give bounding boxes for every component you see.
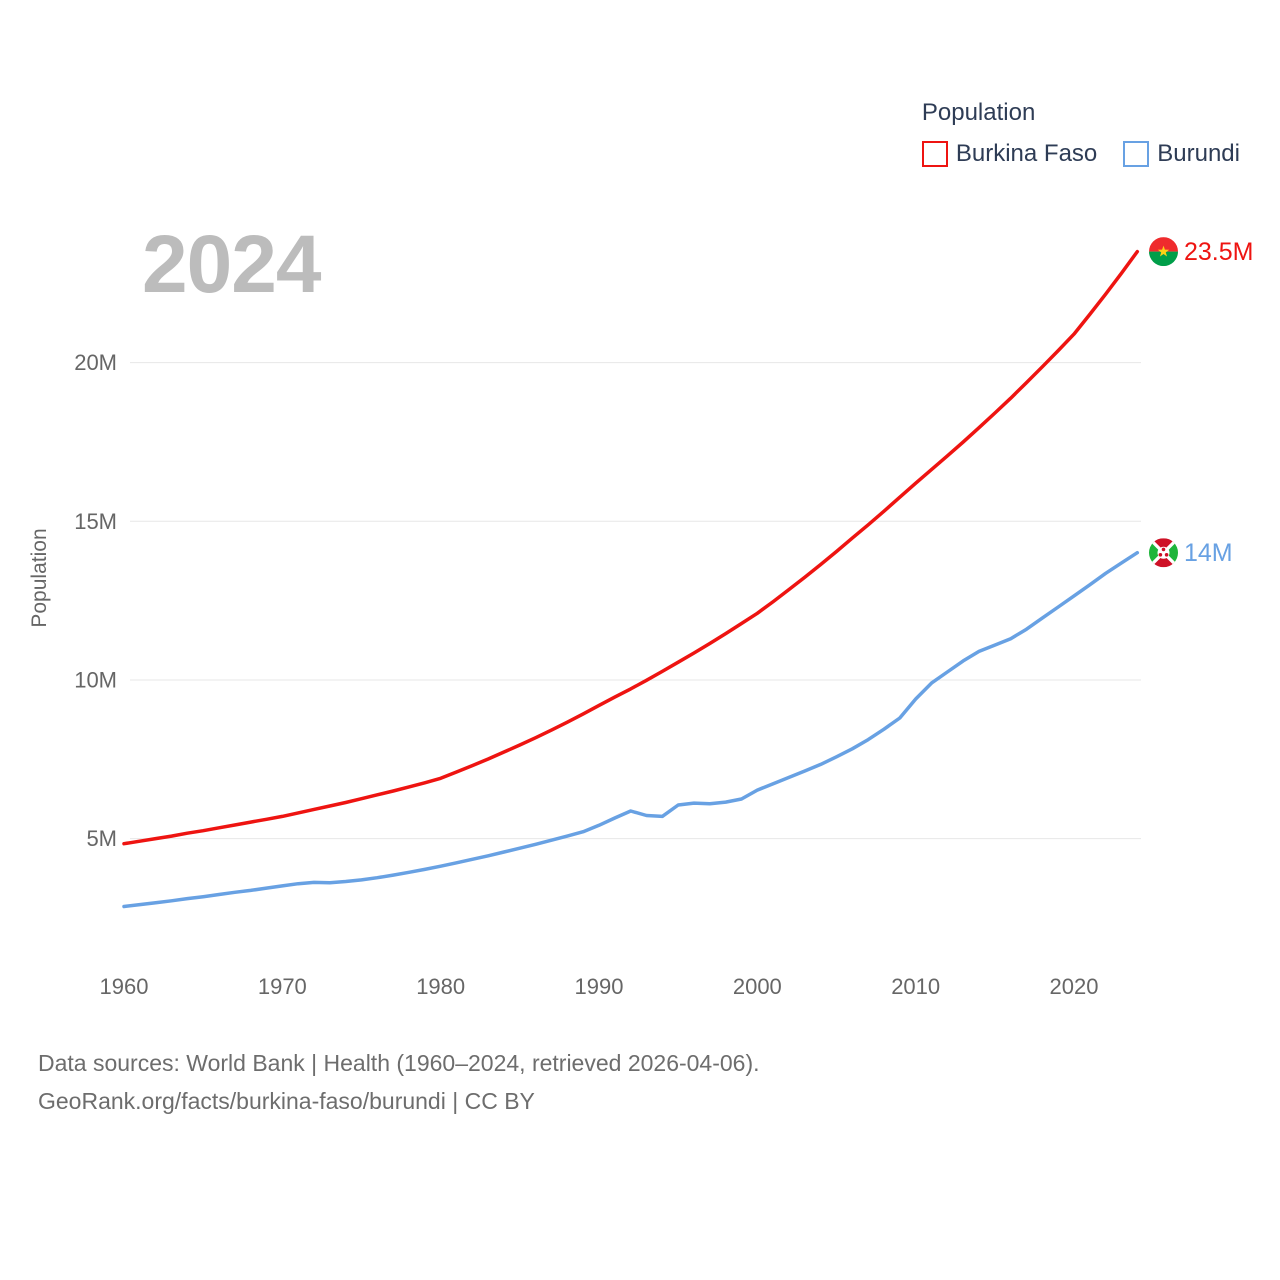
x-tick-label: 2020 (1050, 974, 1099, 999)
x-tick-label: 2000 (733, 974, 782, 999)
legend-label-burundi: Burundi (1157, 140, 1240, 167)
footer-sources: Data sources: World Bank | Health (1960–… (38, 1050, 760, 1076)
y-tick-label: 20M (74, 350, 117, 375)
x-tick-label: 1970 (258, 974, 307, 999)
burundi-line[interactable] (122, 550, 1140, 909)
legend-item-burkina-faso[interactable]: Burkina Faso (921, 140, 1098, 168)
burundi-end-value: 14M (1184, 539, 1233, 567)
x-tick-label: 2010 (891, 974, 940, 999)
y-tick-label: 5M (86, 826, 117, 851)
burundi-swatch-icon (1123, 141, 1150, 167)
watermark-year: 2024 (142, 219, 321, 310)
legend-label-burkina-faso: Burkina Faso (955, 140, 1098, 167)
legend-title: Population (921, 99, 1036, 126)
y-tick-label: 10M (74, 667, 117, 692)
legend-item-burundi[interactable]: Burundi (1123, 140, 1240, 168)
burkina-faso-swatch-icon (921, 141, 948, 167)
y-axis-title: Population (28, 528, 51, 627)
burkina-faso-line[interactable] (122, 249, 1140, 846)
x-tick-label: 1990 (575, 974, 624, 999)
y-tick-label: 15M (74, 509, 117, 534)
x-tick-label: 1960 (100, 974, 149, 999)
x-tick-label: 1980 (416, 974, 465, 999)
legend: Population Burkina Faso Burundi (921, 99, 1240, 168)
footer: Data sources: World Bank | Health (1960–… (38, 1044, 760, 1120)
burundi-flag-icon (1149, 538, 1178, 568)
legend-items: Burkina Faso Burundi (921, 140, 1240, 168)
footer-attribution: GeoRank.org/facts/burkina-faso/burundi |… (38, 1088, 535, 1114)
burkina-faso-flag-icon (1149, 237, 1178, 267)
burkina-faso-end-value: 23.5M (1184, 238, 1253, 266)
